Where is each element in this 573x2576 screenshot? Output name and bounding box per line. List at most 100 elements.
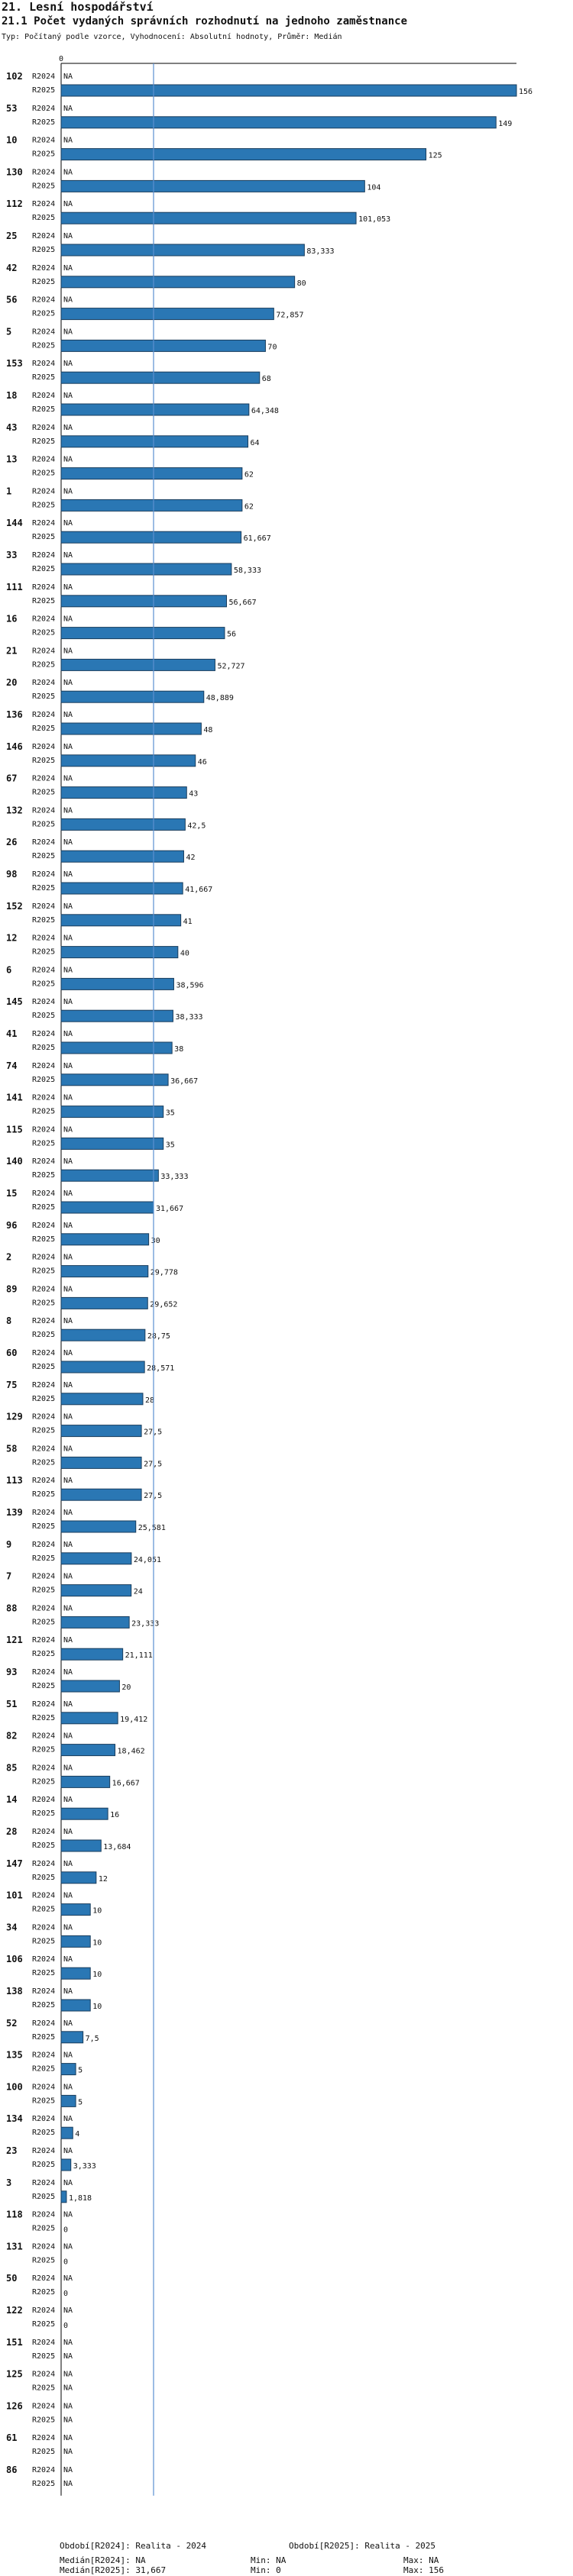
value-label-2024: NA <box>63 1955 73 1964</box>
value-label-2024: NA <box>63 935 73 943</box>
group-label: 135 <box>6 2050 23 2061</box>
group-label: 113 <box>6 1475 23 1486</box>
group-label: 140 <box>6 1156 23 1167</box>
bar-2025 <box>60 179 365 192</box>
value-label-2025: 83,333 <box>306 247 334 256</box>
series-label-2024: R2024 <box>32 2434 55 2442</box>
series-label-2025: R2025 <box>32 820 55 828</box>
footer-max-2025: Max: 156 <box>403 2565 444 2575</box>
value-label-2025: 64 <box>251 439 260 447</box>
group-label: 115 <box>6 1124 23 1135</box>
series-label-2024: R2024 <box>32 73 55 81</box>
series-label-2025: R2025 <box>32 1842 55 1850</box>
group-label: 132 <box>6 805 23 815</box>
bar-2025 <box>60 1903 91 1916</box>
series-label-2025: R2025 <box>32 1906 55 1914</box>
series-label-2024: R2024 <box>32 1254 55 1262</box>
series-label-2025: R2025 <box>32 1235 55 1244</box>
group-label: 75 <box>6 1380 17 1390</box>
value-label-2025: 56,667 <box>228 599 256 607</box>
series-label-2024: R2024 <box>32 2019 55 2028</box>
value-label-2025: 10 <box>92 1938 102 1947</box>
value-label-2025: 10 <box>92 1907 102 1916</box>
series-label-2025: R2025 <box>32 1139 55 1148</box>
group-label: 96 <box>6 1220 17 1231</box>
bar-2025 <box>60 1935 91 1948</box>
series-label-2025: R2025 <box>32 1171 55 1180</box>
group-label: 139 <box>6 1507 23 1518</box>
value-label-2025: 56 <box>227 631 236 639</box>
group-label: 21 <box>6 645 17 656</box>
group-label: 67 <box>6 773 17 784</box>
bar-2025 <box>60 371 261 384</box>
value-label-2025: 72,857 <box>276 312 303 320</box>
series-label-2024: R2024 <box>32 2179 55 2187</box>
value-label-2025: 46 <box>198 758 207 767</box>
value-label-2024: NA <box>63 360 73 368</box>
series-label-2024: R2024 <box>32 806 55 815</box>
bar-2025 <box>60 1296 148 1309</box>
bar-2025 <box>60 1425 142 1438</box>
value-label-2025: 5 <box>78 2067 83 2075</box>
group-label: 9 <box>6 1539 11 1550</box>
bar-2025 <box>60 499 243 512</box>
series-label-2024: R2024 <box>32 679 55 687</box>
bar-2025 <box>60 1201 154 1214</box>
bar-2025 <box>60 977 174 990</box>
bar-2025 <box>60 308 274 321</box>
series-label-2025: R2025 <box>32 1746 55 1754</box>
group-label: 86 <box>6 2465 17 2475</box>
value-label-2024: NA <box>63 1222 73 1230</box>
series-label-2024: R2024 <box>32 935 55 943</box>
value-label-2024: NA <box>63 1477 73 1485</box>
value-label-2025: 80 <box>297 279 306 288</box>
group-label: 51 <box>6 1699 17 1709</box>
value-label-2025: 0 <box>63 2226 68 2235</box>
series-label-2024: R2024 <box>32 902 55 911</box>
series-label-2024: R2024 <box>32 200 55 208</box>
series-label-2024: R2024 <box>32 1477 55 1485</box>
group-label: 13 <box>6 454 17 465</box>
series-label-2025: R2025 <box>32 118 55 127</box>
series-label-2025: R2025 <box>32 1809 55 1818</box>
series-label-2025: R2025 <box>32 660 55 669</box>
series-label-2024: R2024 <box>32 456 55 464</box>
series-label-2024: R2024 <box>32 2211 55 2219</box>
series-label-2025: R2025 <box>32 1874 55 1882</box>
group-label: 112 <box>6 199 23 209</box>
series-label-2025: R2025 <box>32 2033 55 2042</box>
bar-2025 <box>60 467 243 480</box>
value-label-2025: 10 <box>92 2003 102 2011</box>
series-label-2025: R2025 <box>32 1044 55 1052</box>
value-label-2025: 101,053 <box>358 215 390 224</box>
series-label-2025: R2025 <box>32 1650 55 1658</box>
value-label-2025: 64,348 <box>251 407 279 415</box>
value-label-2025: 125 <box>429 152 442 160</box>
group-label: 134 <box>6 2113 23 2124</box>
series-label-2024: R2024 <box>32 2274 55 2283</box>
value-label-2025: 24,051 <box>134 1556 161 1564</box>
value-label-2024: NA <box>63 1254 73 1262</box>
series-label-2025: R2025 <box>32 1618 55 1626</box>
group-label: 147 <box>6 1858 23 1869</box>
series-label-2024: R2024 <box>32 1636 55 1645</box>
series-label-2024: R2024 <box>32 1413 55 1422</box>
series-label-2024: R2024 <box>32 2339 55 2347</box>
series-label-2024: R2024 <box>32 1860 55 1868</box>
value-label-2025: 0 <box>63 2322 68 2330</box>
bar-2025 <box>60 1041 173 1054</box>
series-label-2024: R2024 <box>32 711 55 719</box>
group-label: 60 <box>6 1348 17 1358</box>
group-label: 121 <box>6 1635 23 1645</box>
bar-2025 <box>60 1265 149 1278</box>
value-label-2025: 28,75 <box>147 1332 170 1341</box>
series-label-2024: R2024 <box>32 1700 55 1709</box>
series-label-2024: R2024 <box>32 360 55 368</box>
value-label-2025: 0 <box>63 2290 68 2298</box>
series-label-2025: R2025 <box>32 1554 55 1563</box>
group-label: 41 <box>6 1028 17 1039</box>
bar-2025 <box>60 1393 144 1406</box>
value-label-2024: NA <box>63 902 73 911</box>
value-label-2025: 30 <box>151 1237 160 1245</box>
value-label-2024: NA <box>63 870 73 879</box>
